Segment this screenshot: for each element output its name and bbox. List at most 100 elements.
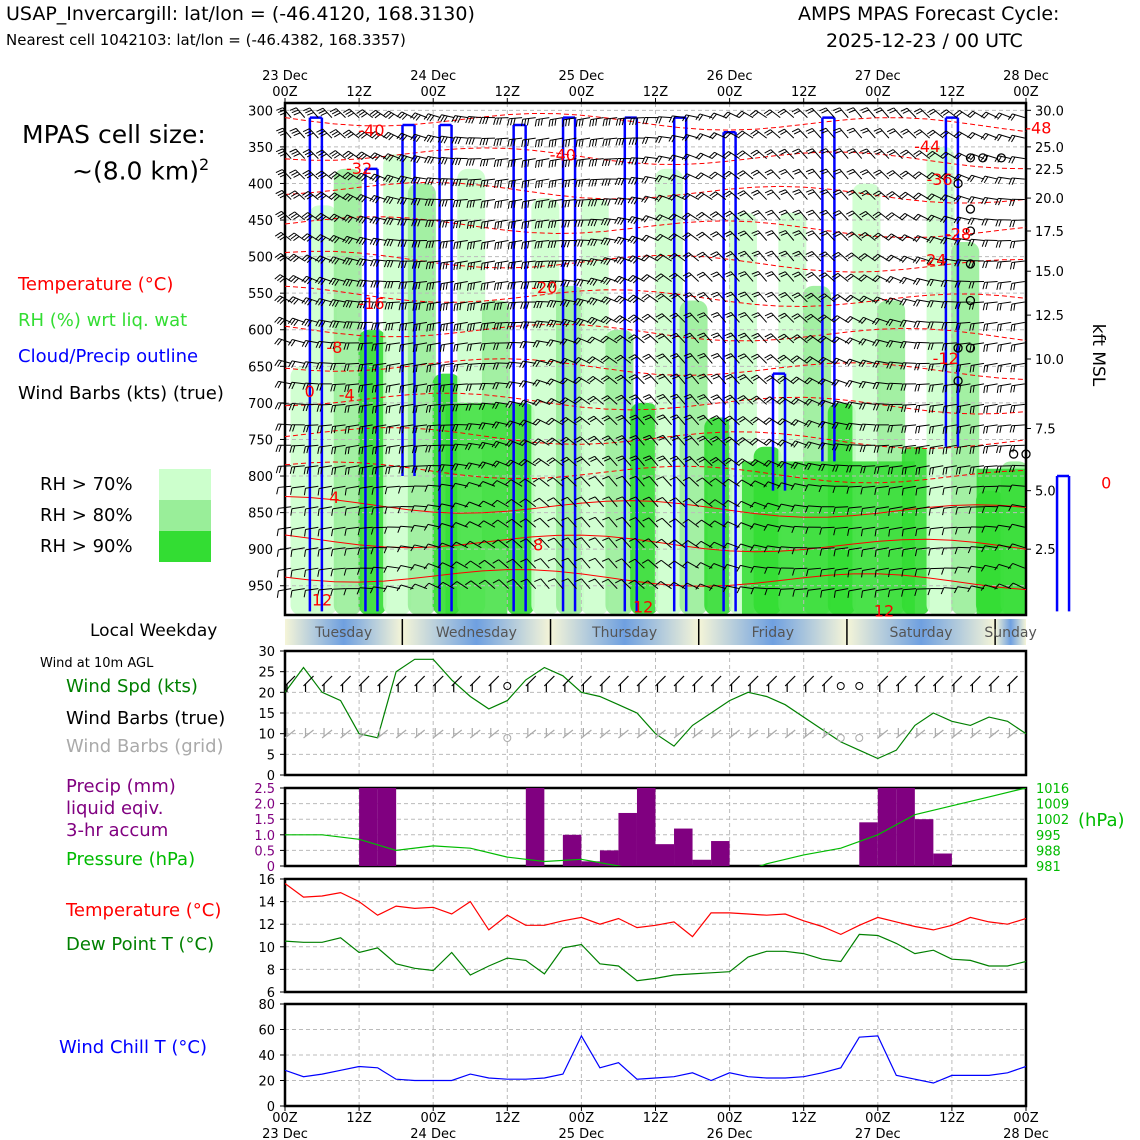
wind-barb-flag: [458, 220, 462, 228]
wind-barb-flag: [303, 107, 310, 112]
wind-barb-flag: [736, 130, 743, 136]
wind-barb-flag: [361, 175, 367, 182]
wind-barb: [702, 456, 713, 467]
wind-barb-flag: [396, 175, 402, 183]
wind-barb: [689, 353, 700, 364]
legend-wind-barbs-true: Wind Barbs (true): [66, 708, 226, 729]
wind-barb-flag: [574, 456, 581, 461]
wind-barb-flag: [604, 198, 608, 206]
wind-barb: [608, 537, 618, 549]
wind-barb-flag: [641, 234, 647, 241]
wind-barb: [645, 156, 659, 160]
wind-barb: [454, 136, 468, 139]
legend-rh80-label: RH > 80%: [40, 505, 133, 526]
wind-barb-flag: [904, 425, 907, 433]
wind-barb-flag: [722, 564, 728, 571]
wind-barb: [538, 458, 550, 467]
wind-barb-flag: [972, 466, 975, 474]
wind-barb-flag: [423, 563, 429, 570]
wind-barb: [523, 439, 536, 446]
wind-barb-flag: [374, 426, 377, 434]
wind-barb-flag: [887, 590, 891, 598]
isotherm-label: -36: [926, 170, 952, 189]
wind-barb-flag: [459, 323, 462, 331]
wind-barb: [631, 196, 645, 201]
calm-wind-grid: [855, 734, 864, 742]
wind-barb-flag: [455, 179, 459, 187]
wind-barb: [608, 496, 618, 508]
wind-barb-flag: [291, 171, 298, 176]
wind-barb-flag: [374, 343, 377, 351]
wind-barb: [879, 169, 890, 180]
wind-barb-flag: [859, 190, 867, 195]
wind-barb-flag: [332, 363, 336, 371]
wind-barb-flag: [696, 414, 704, 419]
wind-barb: [957, 403, 971, 408]
wind-barb-flag: [981, 545, 986, 553]
wind-barb-flag: [752, 151, 760, 157]
wind-barb: [798, 189, 808, 200]
wind-barb-flag: [329, 150, 336, 155]
bottom-hour-label: 00Z: [865, 1111, 891, 1126]
wind-barb: [549, 178, 563, 182]
wind-barb: [635, 496, 645, 508]
wind-barb-flag: [658, 457, 666, 462]
dewpoint-line: [285, 933, 1026, 982]
wind-barb: [850, 273, 863, 282]
wind-barb-flag: [293, 256, 300, 263]
wind-barb: [755, 110, 767, 119]
wind-barb: [673, 193, 686, 201]
wind-barb: [866, 127, 876, 139]
wind-barb-flag: [465, 116, 469, 124]
wind-barb-flag: [410, 176, 415, 184]
wind-barb-flag: [485, 117, 489, 125]
wind-barb: [702, 435, 713, 446]
wind-barb-flag: [507, 282, 510, 290]
wind-barb: [621, 455, 632, 467]
wind-barb-flag: [361, 385, 364, 393]
wind-barb-flag: [615, 414, 623, 419]
wind-barb: [481, 402, 495, 405]
wind-barb: [903, 567, 917, 571]
wind-barb: [456, 581, 469, 590]
wind-barb: [427, 362, 441, 367]
wind-barb-flag: [534, 140, 537, 148]
temp-panel-tick-label: 8: [267, 963, 275, 978]
wind-barb-flag: [807, 130, 815, 135]
wind-barb: [824, 272, 835, 282]
wind-barb-flag: [983, 155, 989, 162]
wind-barb: [577, 158, 591, 161]
wind-barb-flag: [654, 175, 660, 182]
wind-barb-flag: [631, 177, 635, 185]
wind-barb-flag: [590, 239, 595, 246]
wind-barb-flag: [561, 578, 569, 582]
wind-barb: [593, 415, 604, 426]
wind-barb-flag: [605, 138, 608, 146]
wind-barb: [428, 113, 441, 119]
wind-barb-flag: [390, 323, 394, 331]
wind-barb: [756, 374, 767, 385]
wind-barb-flag: [329, 363, 333, 371]
wind-barb-flag: [451, 581, 458, 587]
wind-barb-flag: [999, 323, 1002, 332]
wind-barb-flag: [413, 198, 418, 206]
wind-barb-flag: [601, 455, 609, 460]
wind-barb: [825, 189, 835, 200]
precip-bar: [859, 822, 878, 866]
wind-barb-flag: [831, 294, 838, 300]
wind-barb-flag: [791, 108, 799, 113]
isotherm-line: [284, 285, 1027, 308]
wind-barb: [495, 260, 509, 264]
wind-barb: [470, 580, 482, 590]
wind-barb: [346, 257, 360, 262]
wind-barb-flag: [559, 338, 565, 345]
wind-barb-flag: [711, 193, 719, 199]
wind-barb-flag: [445, 282, 448, 290]
wind-barb-flag: [587, 258, 592, 265]
wind-barb-flag: [411, 485, 415, 493]
wind-barb: [984, 280, 998, 283]
wind-barb: [971, 217, 985, 221]
wind-barb-flag: [635, 117, 638, 125]
wind-barb: [509, 137, 523, 141]
wind-barb-flag: [276, 318, 283, 324]
